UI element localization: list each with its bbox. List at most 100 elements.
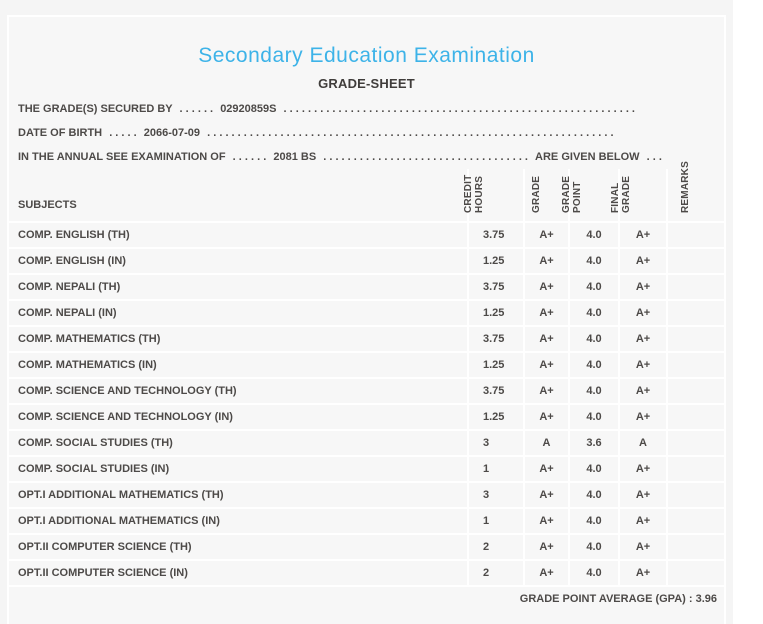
grade-point-cell: 4.0 — [568, 249, 618, 273]
info-label: IN THE ANNUAL SEE EXAMINATION OF — [18, 151, 226, 163]
grade-cell: A+ — [523, 561, 568, 585]
grade-cell: A+ — [523, 327, 568, 351]
remarks-cell — [666, 483, 724, 507]
grade-cell: A+ — [523, 275, 568, 299]
grade-point-cell: 4.0 — [568, 353, 618, 377]
credit-hours-cell: 1.25 — [467, 353, 523, 377]
grade-cell: A+ — [523, 353, 568, 377]
info-label: THE GRADE(S) SECURED BY — [18, 103, 173, 115]
dotted-line: . . . — [646, 151, 662, 163]
grade-point-cell: 4.0 — [568, 379, 618, 403]
subject-cell: OPT.I ADDITIONAL MATHEMATICS (TH) — [18, 489, 224, 501]
table-row: OPT.I ADDITIONAL MATHEMATICS (IN) 1 A+ 4… — [9, 507, 724, 533]
final-grade-cell: A+ — [618, 353, 666, 377]
final-grade-cell: A+ — [618, 535, 666, 559]
grade-point-cell: 4.0 — [568, 561, 618, 585]
grade-cell: A+ — [523, 379, 568, 403]
credit-hours-cell: 1.25 — [467, 405, 523, 429]
grade-point-cell: 4.0 — [568, 457, 618, 481]
dotted-line: . . . . . . — [179, 103, 214, 115]
info-suffix: ARE GIVEN BELOW — [535, 151, 640, 163]
dotted-line: . . . . . . . . . . . . . . . . . . . . … — [323, 151, 528, 163]
info-label: DATE OF BIRTH — [18, 127, 103, 139]
table-footer-row: GRADE POINT AVERAGE (GPA) : 3.96 — [9, 585, 724, 611]
table-row: COMP. NEPALI (TH) 3.75 A+ 4.0 A+ — [9, 273, 724, 299]
final-grade-column-header: FINAL GRADE — [610, 169, 666, 221]
grade-point-cell: 4.0 — [568, 535, 618, 559]
grade-sheet-panel: Secondary Education Examination GRADE-SH… — [7, 15, 726, 624]
final-grade-header-label: FINAL GRADE — [610, 175, 632, 213]
remarks-cell — [666, 561, 724, 585]
grade-point-cell: 4.0 — [568, 327, 618, 351]
table-row: OPT.I ADDITIONAL MATHEMATICS (TH) 3 A+ 4… — [9, 481, 724, 507]
table-row: COMP. ENGLISH (IN) 1.25 A+ 4.0 A+ — [9, 247, 724, 273]
remarks-cell — [666, 431, 724, 455]
remarks-cell — [666, 457, 724, 481]
credit-hours-cell: 1 — [467, 457, 523, 481]
remarks-cell — [666, 509, 724, 533]
credit-hours-cell: 3 — [467, 431, 523, 455]
credit-hours-header-label: CREDIT HOURS — [463, 174, 485, 213]
subject-cell: COMP. SCIENCE AND TECHNOLOGY (TH) — [18, 385, 237, 397]
sheet-subtitle: GRADE-SHEET — [318, 76, 415, 91]
grade-cell: A+ — [523, 249, 568, 273]
grade-point-cell: 3.6 — [568, 431, 618, 455]
grade-point-header-label: GRADE POINT — [561, 175, 583, 213]
info-line-date-of-birth: DATE OF BIRTH . . . . . 2066-07-09 . . .… — [9, 121, 724, 145]
subject-cell: COMP. NEPALI (TH) — [18, 281, 121, 293]
final-grade-cell: A+ — [618, 405, 666, 429]
grade-cell: A — [523, 431, 568, 455]
final-grade-cell: A+ — [618, 561, 666, 585]
grades-table: SUBJECTS CREDIT HOURS GRADE GRADE POINT … — [9, 161, 724, 611]
remarks-cell — [666, 275, 724, 299]
credit-hours-cell: 3 — [467, 483, 523, 507]
grade-cell: A+ — [523, 509, 568, 533]
final-grade-cell: A — [618, 431, 666, 455]
table-row: COMP. SCIENCE AND TECHNOLOGY (TH) 3.75 A… — [9, 377, 724, 403]
table-row: COMP. ENGLISH (TH) 3.75 A+ 4.0 A+ — [9, 221, 724, 247]
credit-hours-cell: 2 — [467, 561, 523, 585]
credit-hours-cell: 3.75 — [467, 275, 523, 299]
subject-cell: COMP. MATHEMATICS (IN) — [18, 359, 157, 371]
subject-cell: OPT.II COMPUTER SCIENCE (TH) — [18, 541, 192, 553]
table-row: OPT.II COMPUTER SCIENCE (IN) 2 A+ 4.0 A+ — [9, 559, 724, 585]
grade-point-cell: 4.0 — [568, 483, 618, 507]
remarks-cell — [666, 353, 724, 377]
remarks-cell — [666, 535, 724, 559]
credit-hours-cell: 1.25 — [467, 301, 523, 325]
remarks-cell — [666, 249, 724, 273]
final-grade-cell: A+ — [618, 275, 666, 299]
subject-cell: COMP. SCIENCE AND TECHNOLOGY (IN) — [18, 411, 233, 423]
exam-year-value: 2081 BS — [273, 151, 317, 163]
symbol-number-value: 02920859S — [220, 103, 277, 115]
table-row: COMP. SOCIAL STUDIES (TH) 3 A 3.6 A — [9, 429, 724, 455]
final-grade-cell: A+ — [618, 379, 666, 403]
page-background: Secondary Education Examination GRADE-SH… — [7, 15, 726, 624]
dotted-line: . . . . . — [109, 127, 137, 139]
subjects-column-header: SUBJECTS — [18, 199, 77, 211]
info-line-examination-year: IN THE ANNUAL SEE EXAMINATION OF . . . .… — [9, 145, 724, 169]
table-row: COMP. SCIENCE AND TECHNOLOGY (IN) 1.25 A… — [9, 403, 724, 429]
grade-point-cell: 4.0 — [568, 223, 618, 247]
date-of-birth-value: 2066-07-09 — [143, 127, 201, 139]
table-body: COMP. ENGLISH (TH) 3.75 A+ 4.0 A+ COMP. … — [9, 221, 724, 585]
grade-cell: A+ — [523, 301, 568, 325]
remarks-cell — [666, 379, 724, 403]
credit-hours-cell: 1.25 — [467, 249, 523, 273]
final-grade-cell: A+ — [618, 509, 666, 533]
remarks-cell — [666, 223, 724, 247]
subject-cell: OPT.I ADDITIONAL MATHEMATICS (IN) — [18, 515, 220, 527]
credit-hours-cell: 3.75 — [467, 223, 523, 247]
credit-hours-column-header: CREDIT HOURS — [463, 169, 523, 221]
subject-cell: COMP. NEPALI (IN) — [18, 307, 117, 319]
grade-point-cell: 4.0 — [568, 301, 618, 325]
grade-point-cell: 4.0 — [568, 405, 618, 429]
remarks-cell — [666, 327, 724, 351]
grade-cell: A+ — [523, 223, 568, 247]
grade-cell: A+ — [523, 483, 568, 507]
table-row: COMP. NEPALI (IN) 1.25 A+ 4.0 A+ — [9, 299, 724, 325]
info-line-grades-secured-by: THE GRADE(S) SECURED BY . . . . . . 0292… — [9, 97, 724, 121]
grade-cell: A+ — [523, 405, 568, 429]
final-grade-cell: A+ — [618, 457, 666, 481]
grade-cell: A+ — [523, 535, 568, 559]
